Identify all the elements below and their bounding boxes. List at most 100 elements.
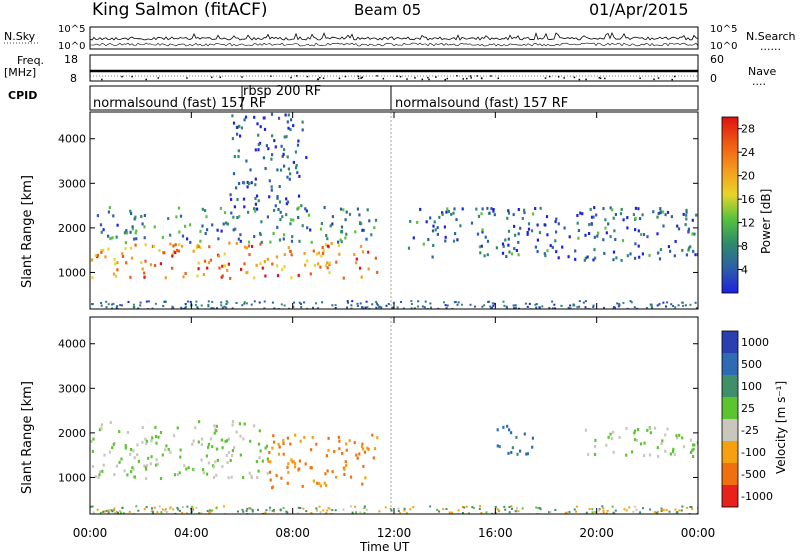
power-cell <box>695 307 698 309</box>
velocity-cell <box>242 510 245 513</box>
velocity-cell <box>623 508 626 511</box>
nave-point <box>322 77 325 79</box>
power-cell <box>226 301 229 304</box>
power-cell <box>255 263 258 267</box>
velocity-cell <box>507 451 510 455</box>
power-cell <box>248 253 251 257</box>
velocity-cell <box>176 426 179 430</box>
velocity-cell <box>511 446 514 450</box>
power-cell <box>153 225 156 229</box>
power-cell <box>259 233 262 237</box>
power-cell <box>614 213 617 216</box>
power-cell <box>236 216 239 220</box>
velocity-cell <box>594 438 597 442</box>
power-cell <box>245 159 248 163</box>
power-cell <box>622 218 625 222</box>
power-cell <box>602 207 605 211</box>
power-cell <box>444 304 447 307</box>
power-cell <box>345 210 348 214</box>
power-cell <box>297 273 300 277</box>
power-cell <box>356 305 359 307</box>
nave-point <box>446 77 449 80</box>
power-cell <box>292 124 295 128</box>
power-cell <box>597 231 600 235</box>
power-cell <box>541 305 544 308</box>
power-cell <box>488 300 491 303</box>
power-cell <box>576 214 579 217</box>
power-cell <box>593 248 596 252</box>
power-cell <box>207 303 210 306</box>
velocity-cell <box>225 454 228 458</box>
power-cell <box>277 208 280 211</box>
power-cell <box>202 273 205 277</box>
power-cell <box>245 246 248 250</box>
power-cell <box>594 256 597 260</box>
velocity-cell <box>461 506 464 508</box>
velocity-cell <box>664 449 667 453</box>
power-cell <box>264 167 267 170</box>
velocity-cell <box>642 507 644 510</box>
power-cell <box>518 307 520 309</box>
power-cell <box>367 250 370 254</box>
power-cell <box>116 268 119 272</box>
power-cell <box>376 270 379 274</box>
nave-point <box>476 75 479 77</box>
velocity-cell <box>316 509 318 512</box>
velocity-cell <box>130 448 133 451</box>
velocity-cell <box>531 436 534 440</box>
power-cell <box>495 246 498 250</box>
velocity-cell <box>598 508 601 511</box>
nave-point <box>490 75 492 77</box>
power-cell <box>526 305 529 308</box>
power-cell <box>199 246 202 250</box>
power-cell <box>673 254 676 258</box>
power-cell <box>137 307 140 309</box>
power-cell <box>282 237 285 241</box>
nave-point <box>376 75 378 77</box>
velocity-cell <box>137 459 140 463</box>
cpid-middle-label: rbsp 200 RF <box>243 84 321 99</box>
power-cell <box>614 306 616 309</box>
nave-point <box>585 78 587 81</box>
power-cell <box>339 207 343 211</box>
power-cell <box>204 209 207 213</box>
power-cell <box>348 212 352 216</box>
power-cell <box>410 303 413 305</box>
power-cell <box>298 174 301 178</box>
velocity-cell <box>325 512 328 514</box>
power-ylabel: Slant Range [km] <box>20 175 35 288</box>
velocity-cell <box>319 484 322 488</box>
power-cell <box>391 306 394 309</box>
velocity-colorbar-segment <box>722 353 738 375</box>
nave-point <box>470 77 472 79</box>
power-cell <box>297 216 300 219</box>
velocity-cell <box>668 510 671 513</box>
power-cell <box>590 222 593 226</box>
velocity-cell <box>345 442 348 446</box>
power-cell <box>373 226 376 230</box>
velocity-cell <box>165 511 168 513</box>
power-cell <box>286 175 289 179</box>
power-cell <box>656 304 659 307</box>
velocity-cell <box>156 511 159 514</box>
velocity-cell <box>303 435 306 439</box>
velocity-cell <box>661 439 664 443</box>
power-cell <box>184 224 187 228</box>
power-cell <box>531 229 534 233</box>
velocity-cell <box>207 442 210 446</box>
velocity-cell <box>124 444 127 448</box>
power-cell <box>91 303 94 305</box>
power-cell <box>246 180 249 184</box>
power-cell <box>291 235 294 239</box>
power-cell <box>407 246 411 250</box>
power-cell <box>315 302 317 305</box>
power-cell <box>219 206 222 210</box>
power-cell <box>324 243 327 247</box>
power-cell <box>280 303 283 306</box>
power-cell <box>642 233 646 237</box>
power-cell <box>283 233 286 237</box>
power-cell <box>131 225 134 229</box>
power-cell <box>290 239 294 243</box>
velocity-cell <box>267 459 270 463</box>
power-cell <box>233 205 236 209</box>
